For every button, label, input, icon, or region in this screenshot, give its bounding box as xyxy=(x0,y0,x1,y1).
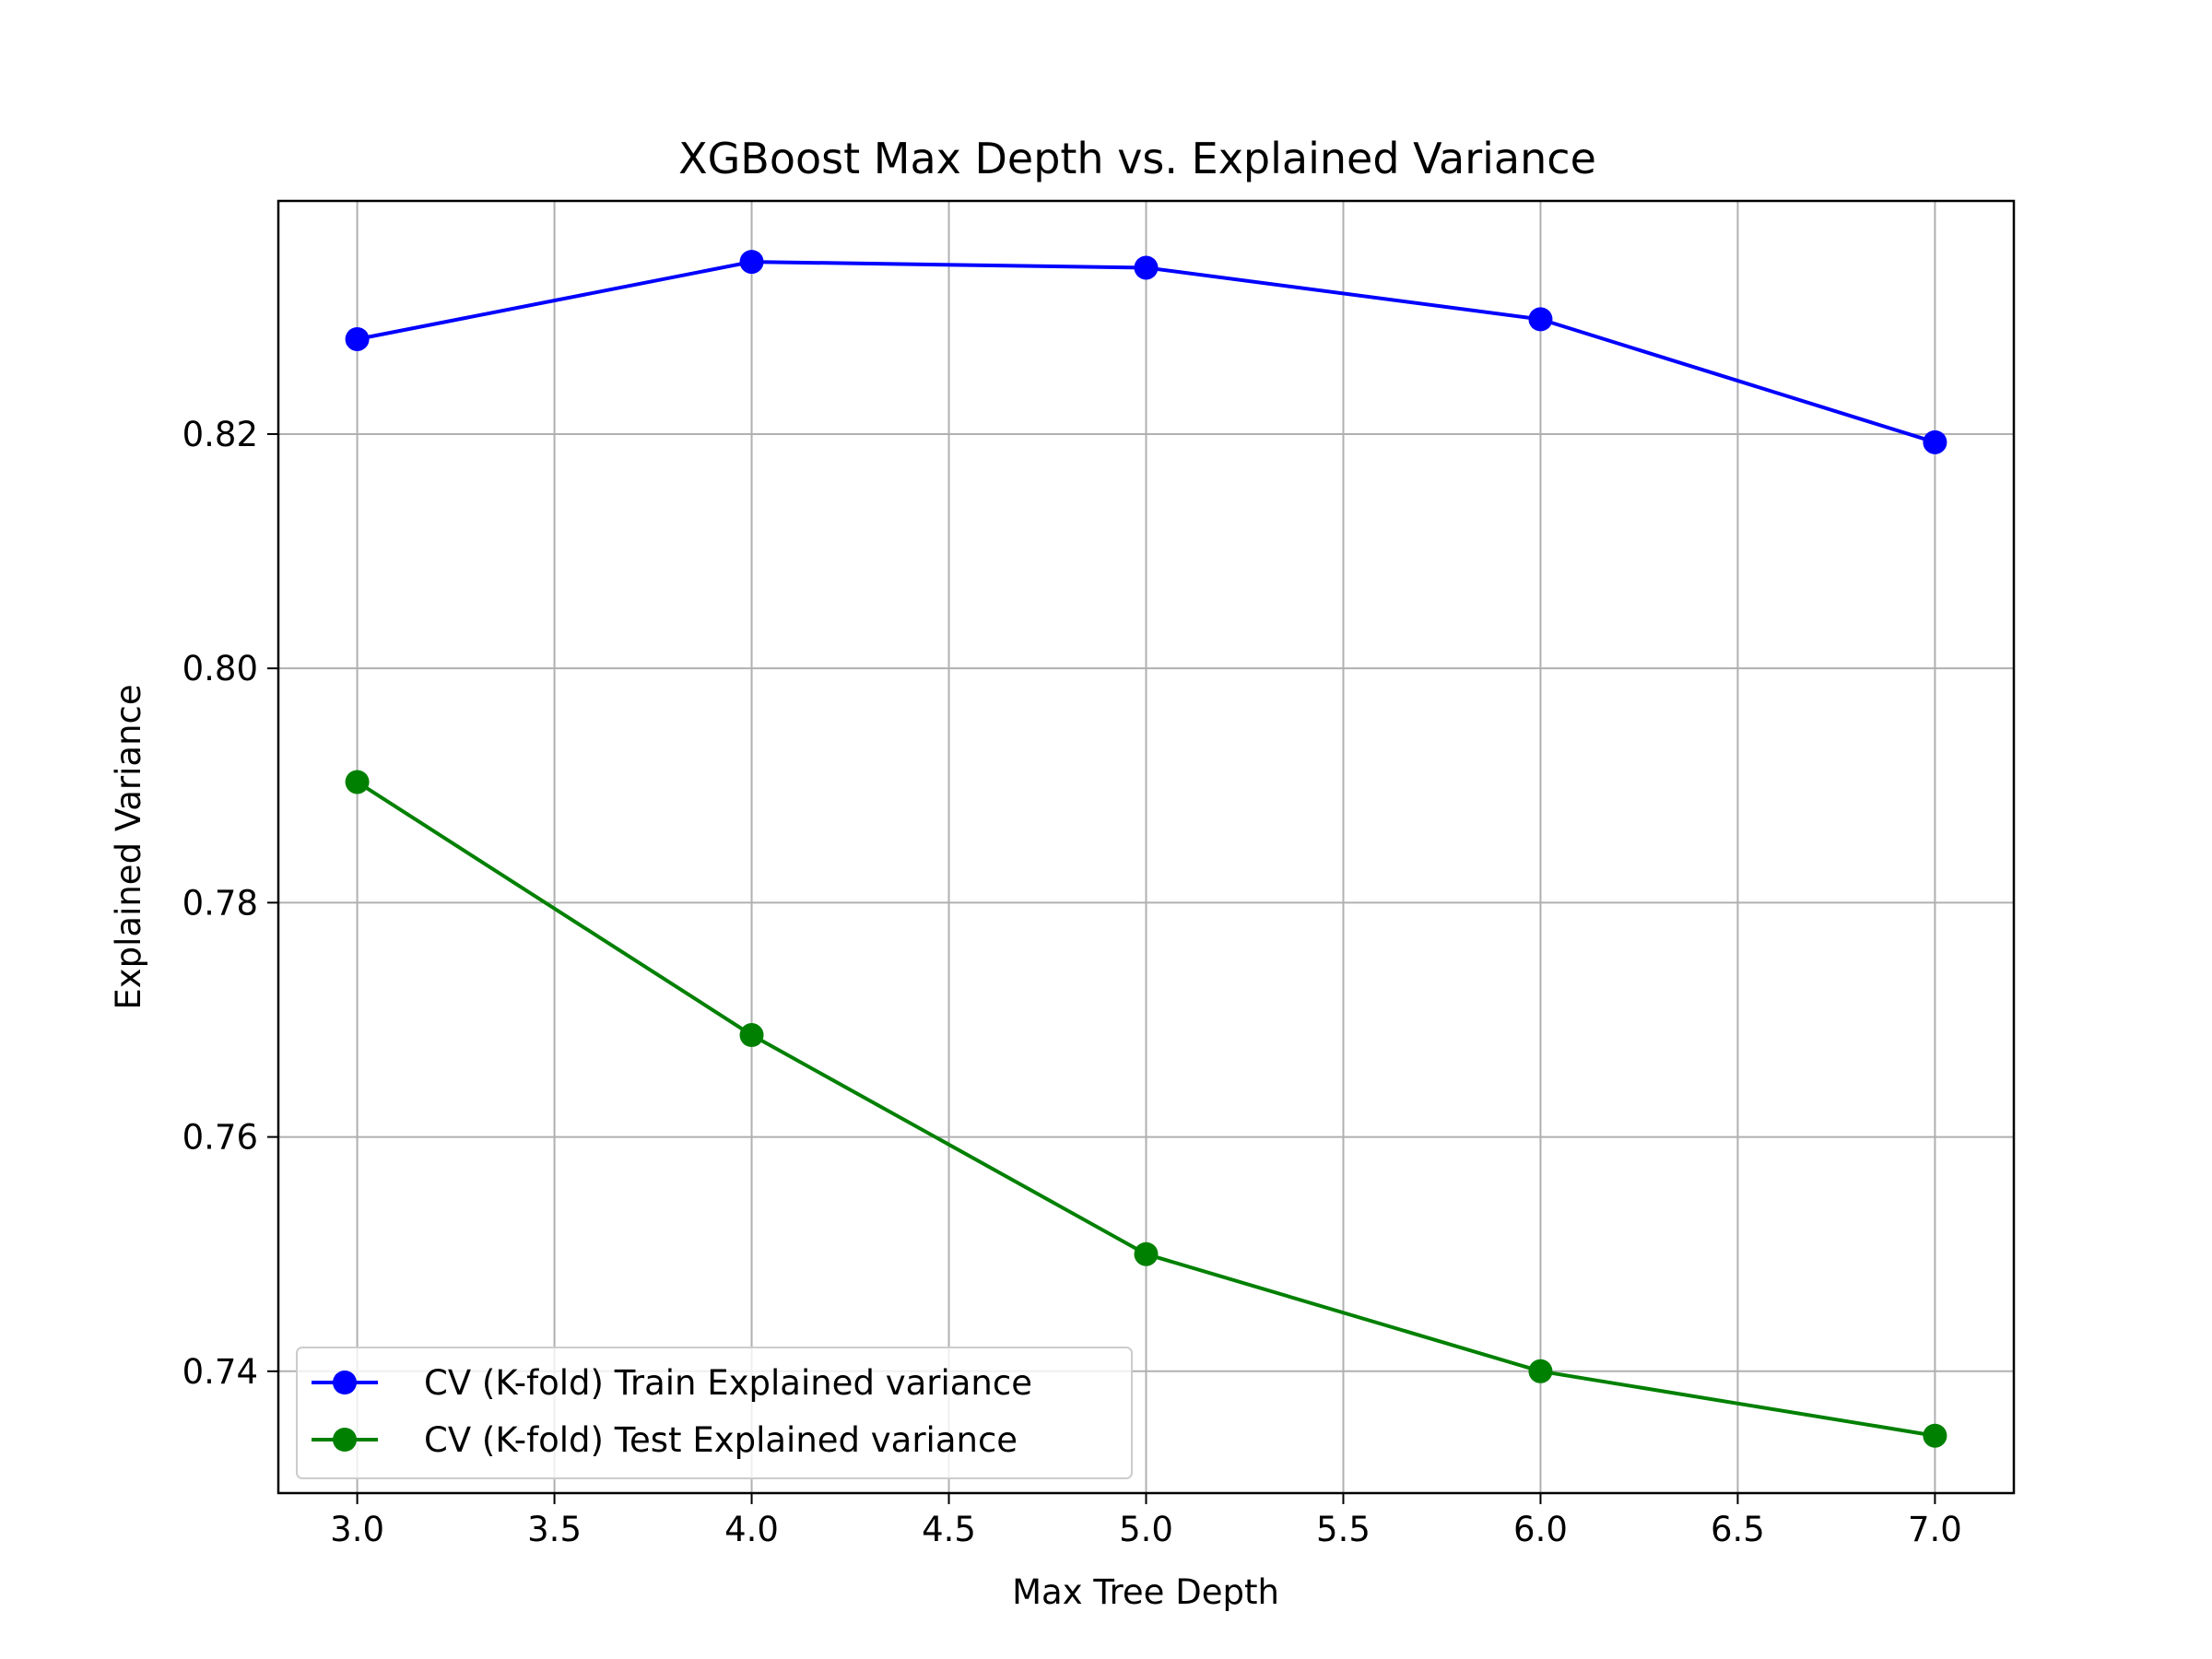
y-tick-label: 0.80 xyxy=(182,649,258,688)
data-point xyxy=(739,250,764,275)
legend-item: CV (K-fold) Train Explained variance xyxy=(312,1363,1032,1403)
data-point xyxy=(1923,429,1947,454)
data-point xyxy=(1134,1241,1159,1266)
x-tick-label: 6.0 xyxy=(1513,1510,1568,1549)
grid xyxy=(278,201,2014,1493)
series-train xyxy=(345,250,1947,454)
x-tick-label: 7.0 xyxy=(1908,1510,1962,1549)
series-layer xyxy=(345,250,1947,1448)
x-axis: 3.0 3.5 4.0 4.5 5.0 5.5 6.0 6.5 7.0 xyxy=(330,1493,1962,1549)
x-tick-label: 3.0 xyxy=(330,1510,384,1549)
y-axis: 0.74 0.76 0.78 0.80 0.82 xyxy=(182,415,278,1392)
x-tick-label: 5.5 xyxy=(1316,1510,1371,1549)
data-point xyxy=(1134,255,1159,280)
legend-label: CV (K-fold) Test Explained variance xyxy=(424,1420,1018,1460)
legend-label: CV (K-fold) Train Explained variance xyxy=(424,1363,1032,1403)
y-tick-label: 0.78 xyxy=(182,883,258,923)
legend-item: CV (K-fold) Test Explained variance xyxy=(312,1420,1018,1460)
legend: CV (K-fold) Train Explained variance CV (… xyxy=(296,1347,1133,1479)
y-tick-label: 0.82 xyxy=(182,415,258,454)
legend-marker xyxy=(333,1428,357,1452)
data-point xyxy=(1528,1359,1553,1383)
legend-marker xyxy=(333,1371,357,1394)
x-tick-label: 5.0 xyxy=(1119,1510,1173,1549)
data-point xyxy=(1528,307,1553,332)
x-tick-label: 4.5 xyxy=(922,1510,976,1549)
data-point xyxy=(345,326,370,351)
x-tick-label: 6.5 xyxy=(1711,1510,1765,1549)
x-tick-label: 4.0 xyxy=(724,1510,779,1549)
y-axis-label: Explained Variance xyxy=(109,684,148,1009)
y-tick-label: 0.74 xyxy=(182,1352,258,1392)
data-point xyxy=(1923,1423,1947,1448)
legend-box xyxy=(296,1347,1133,1479)
data-point xyxy=(345,770,370,794)
chart-title: XGBoost Max Depth vs. Explained Variance xyxy=(678,134,1596,183)
series-test xyxy=(345,770,1947,1448)
data-point xyxy=(739,1023,764,1048)
x-axis-label: Max Tree Depth xyxy=(1012,1572,1279,1612)
y-tick-label: 0.76 xyxy=(182,1118,258,1158)
x-tick-label: 3.5 xyxy=(527,1510,582,1549)
